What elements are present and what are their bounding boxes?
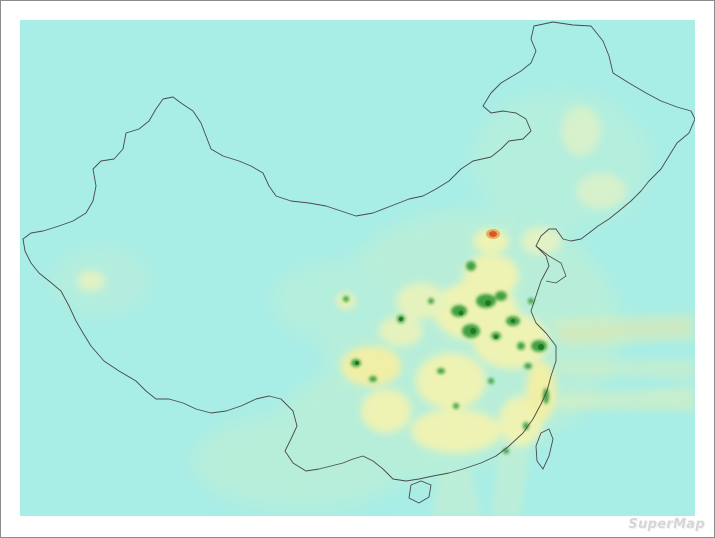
map-canvas[interactable]	[20, 20, 695, 516]
density-peak	[355, 300, 544, 365]
supermap-logo: SuperMap	[628, 517, 705, 532]
density-hotspot	[486, 229, 500, 239]
coast-detail	[535, 245, 567, 284]
taiwan-island	[535, 428, 554, 470]
sea-streaks	[431, 313, 695, 516]
hainan-island	[408, 480, 432, 504]
density-field-mid	[77, 106, 626, 453]
china-border	[22, 21, 695, 482]
china-density-map	[20, 20, 695, 516]
